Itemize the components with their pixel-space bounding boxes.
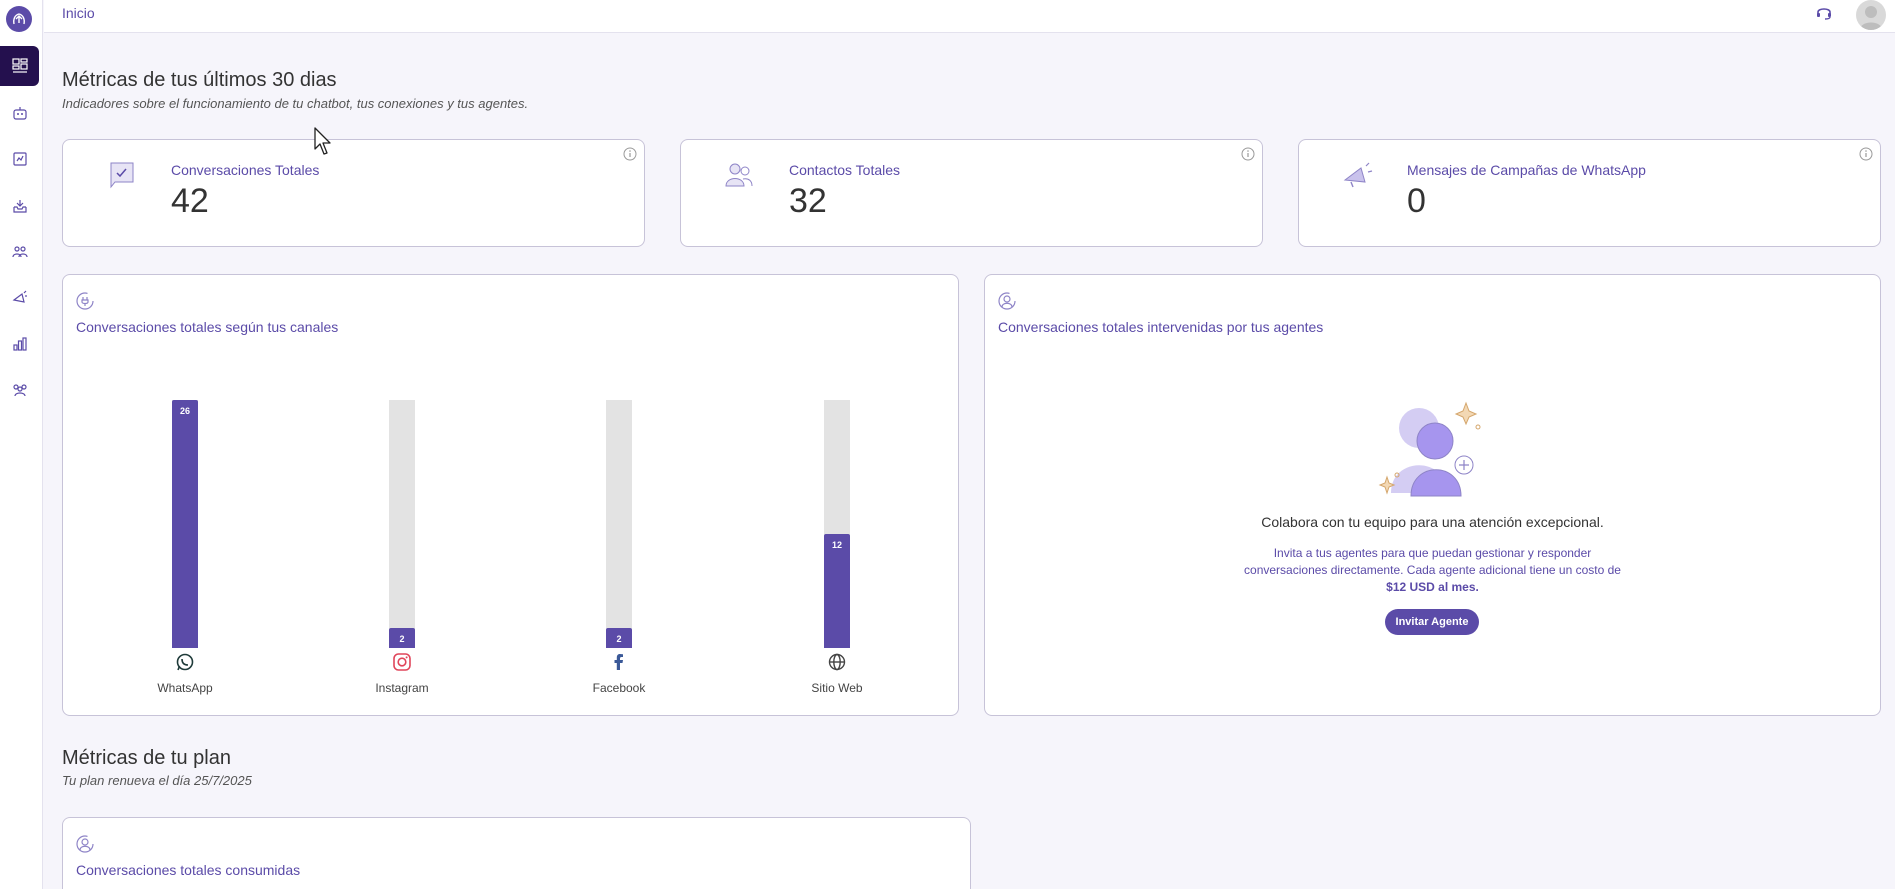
headset-icon[interactable] [1815,4,1833,22]
stat-card-contacts: Contactos Totales 32 [680,139,1263,247]
plug-icon [76,292,94,310]
mouse-cursor-icon [314,127,331,155]
users-icon [725,163,753,187]
empty-state-price: $12 USD al mes. [1386,580,1479,594]
agent-icon [76,835,94,853]
agents-illustration-icon [1378,401,1481,497]
empty-state-description: Invita a tus agentes para que puedan ges… [1235,545,1630,596]
sidebar-item-reports[interactable] [0,324,39,364]
stat-card-conversations: Conversaciones Totales 42 [62,139,645,247]
info-icon[interactable] [623,147,637,161]
agents-panel: Conversaciones totales intervenidas por … [984,274,1881,716]
channel-label: Instagram [375,681,429,695]
sidebar-item-bot[interactable] [0,93,39,133]
panel-title: Conversaciones totales consumidas [76,862,301,878]
bar-facebook[interactable]: 2 [606,628,632,648]
logo-icon[interactable] [6,6,32,32]
reports-icon [12,337,27,351]
metrics-subtitle: Indicadores sobre el funcionamiento de t… [62,96,529,111]
bar-whatsapp[interactable]: 26 [172,400,198,648]
chat-check-icon [110,162,134,189]
empty-state-title: Colabora con tu equipo para una atención… [1261,514,1604,530]
megaphone-icon [1343,162,1373,188]
stat-card-campaigns: Mensajes de Campañas de WhatsApp 0 [1298,139,1881,247]
sidebar-item-dashboard[interactable] [0,46,39,86]
dashboard-icon [11,58,28,73]
breadcrumb[interactable]: Inicio [62,5,95,21]
sidebar [0,0,43,889]
sidebar-item-campaigns[interactable] [0,278,39,318]
globe-icon [828,653,846,671]
bar-value-label: 2 [399,634,405,644]
sidebar-item-contacts[interactable] [0,232,39,272]
team-icon [12,384,27,397]
inbox-icon [12,200,27,213]
bar-track: 26 [172,400,198,648]
metrics-title: Métricas de tus últimos 30 dias [62,69,337,91]
invite-agent-button[interactable]: Invitar Agente [1385,609,1479,635]
book-icon [12,152,27,166]
bar-value-label: 26 [179,406,190,416]
bar-instagram[interactable]: 2 [389,628,415,648]
stat-label: Conversaciones Totales [171,162,320,178]
plan-subtitle: Tu plan renueva el día 25/7/2025 [62,773,252,788]
agent-icon [998,292,1016,310]
topbar: Inicio [44,0,1895,33]
bar-track: 2 [606,400,632,648]
bar-value-label: 2 [616,634,622,644]
sidebar-item-team[interactable] [0,370,39,410]
empty-state-text: Invita a tus agentes para que puedan ges… [1244,546,1621,577]
sidebar-item-inbox[interactable] [0,186,39,226]
instagram-icon [393,653,411,671]
plan-conversations-panel: Conversaciones totales consumidas [62,817,971,889]
whatsapp-icon [176,653,194,671]
sidebar-item-knowledge[interactable] [0,139,39,179]
channels-panel: Conversaciones totales según tus canales… [62,274,959,716]
stat-value: 42 [171,182,209,220]
bar-track: 12 [824,400,850,648]
channel-label: Facebook [592,681,646,695]
channel-label: Sitio Web [811,681,863,695]
channel-label: WhatsApp [157,681,213,695]
info-icon[interactable] [1241,147,1255,161]
panel-title: Conversaciones totales intervenidas por … [998,319,1324,335]
plan-title: Métricas de tu plan [62,747,231,769]
campaign-icon [12,290,27,303]
info-icon[interactable] [1859,147,1873,161]
stat-label: Contactos Totales [789,162,901,178]
bar-track: 2 [389,400,415,648]
stat-value: 32 [789,182,827,220]
bar-value-label: 12 [831,539,842,550]
bot-icon [12,107,27,120]
panel-title: Conversaciones totales según tus canales [76,319,339,335]
avatar[interactable] [1856,0,1886,30]
contacts-icon [11,246,28,258]
stat-value: 0 [1407,182,1426,220]
facebook-icon [614,654,623,670]
bar-sitio-web[interactable]: 12 [824,533,850,648]
stat-label: Mensajes de Campañas de WhatsApp [1407,162,1646,178]
